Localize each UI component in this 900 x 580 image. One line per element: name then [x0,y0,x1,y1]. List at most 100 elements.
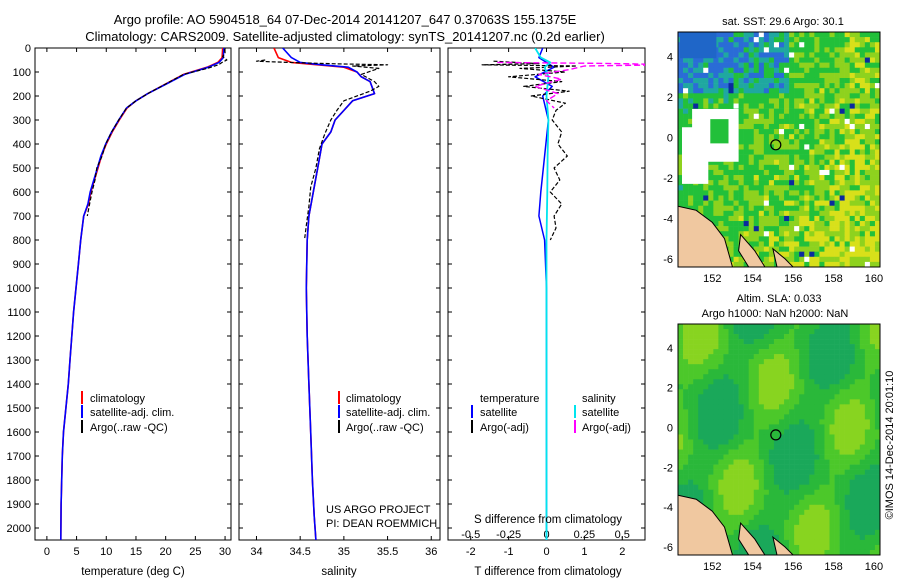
map-cell [874,139,880,145]
map-cell [814,494,820,501]
map-cell [768,118,775,125]
map-cell [864,509,871,516]
map-cell [743,549,749,555]
map-cell [799,108,805,115]
map-cell [874,404,880,410]
map-cell [773,47,780,53]
map-cell [784,190,790,196]
map-cell [748,514,755,521]
map-cell [789,200,795,206]
map-cell [854,226,861,232]
map-cell [799,47,805,53]
map-cell [743,108,749,115]
map-cell [814,37,820,43]
map-cell [794,77,800,84]
map-cell [698,469,704,475]
map-cell [839,77,845,84]
map-cell [758,479,765,485]
map-cell [859,62,866,69]
map-cell [698,200,704,206]
map-cell [874,93,880,99]
map-cell [789,83,795,89]
map-cell [854,108,861,115]
map-cell [718,409,724,415]
series-salinity-argo-adj- [497,61,645,109]
map-cell [804,409,810,415]
series-salinity-satellite [534,48,552,540]
map-cell [874,339,880,345]
map-cell [829,236,835,242]
map-cell [854,185,861,191]
map-cell [844,200,850,206]
map-cell [839,195,845,201]
map-cell [794,384,800,390]
map-cell [799,369,805,375]
map-cell [703,459,709,465]
map-cell [723,499,729,506]
map-cell [794,399,800,405]
map-cell [814,67,820,74]
map-cell [758,210,765,217]
map-cell [773,42,780,48]
map-cell [718,77,724,84]
map-cell [824,549,830,555]
map-cell [773,469,780,475]
map-cell [829,419,835,425]
map-cell [743,205,749,212]
map-cell [693,364,699,370]
map-cell [763,519,770,526]
map-cell [809,175,815,181]
map-cell [693,185,699,191]
map-cell [864,72,871,79]
map-cell [854,103,861,109]
map-cell [814,195,820,201]
map-cell [773,129,780,135]
map-cell [824,424,830,430]
map-cell [859,32,866,38]
map-cell [708,439,714,445]
map-cell [819,226,825,232]
map-cell [844,139,850,145]
map-cell [768,439,775,445]
map-cell [849,134,856,140]
map-cell [708,379,714,385]
map-cell [829,83,835,89]
map-cell [849,261,856,267]
map-cell [874,190,880,196]
map-cell [819,549,825,555]
map-cell [718,180,724,186]
map-cell [693,103,699,109]
map-cell [829,364,835,370]
map-cell [869,123,876,130]
map-cell [758,42,765,48]
map-cell [874,77,880,84]
map-cell [869,210,876,217]
map-cell [758,439,765,445]
map-cell [703,439,709,445]
map-cell [799,139,805,145]
map-cell [758,384,765,390]
map-cell [718,334,724,340]
map-cell [763,374,770,380]
map-cell [839,519,845,526]
map-cell [809,459,815,465]
map-cell [678,164,684,171]
map-cell [768,324,775,330]
map-cell [844,324,850,330]
map-cell [849,414,856,420]
map-cell [763,334,770,340]
map-cell [804,221,810,227]
series-satellite-adj-clim- [282,48,376,540]
map-cell [718,514,724,521]
map-cell [713,57,719,63]
map-cell [804,469,810,475]
map-cell [829,539,835,546]
map-cell [718,389,724,395]
map-cell [804,175,810,181]
map-cell [743,32,749,38]
map-cell [693,374,699,380]
map-cell [773,464,780,470]
map-cell [753,359,760,365]
map-cell [829,424,835,430]
map-cell [683,409,689,415]
